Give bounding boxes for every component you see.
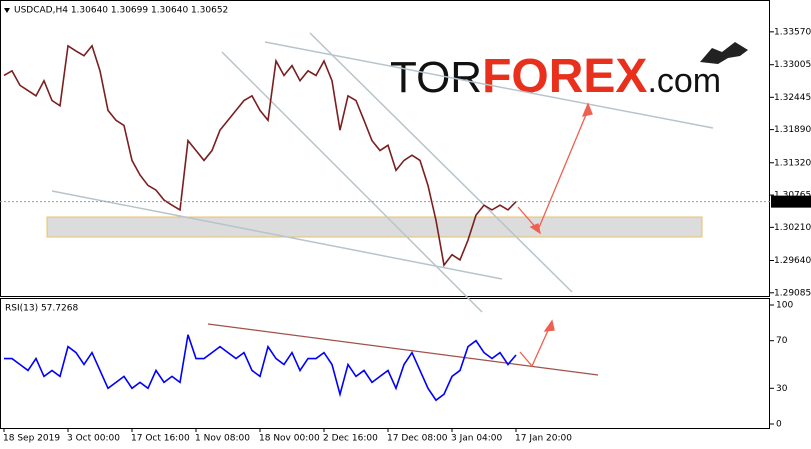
rsi-trend-line (207, 323, 599, 376)
arrow-head (581, 102, 593, 117)
y-tick-label: 1.29085 (774, 288, 811, 298)
x-tick-label: 17 Oct 16:00 (131, 434, 190, 444)
y-tick-label: 1.30765 (774, 191, 811, 201)
watermark-forex: FOREX (482, 50, 647, 103)
arrow-head (529, 223, 541, 235)
diagonal-line (309, 32, 573, 293)
rsi-panel (0, 298, 770, 429)
rsi-tick-label: 30 (776, 384, 788, 394)
trend-lines (51, 32, 714, 313)
rsi-forecast-arrow (519, 325, 551, 368)
forecast-arrow (517, 109, 589, 232)
price-panel (0, 0, 770, 297)
y-tick-label: 1.31890 (774, 125, 811, 135)
rsi-tick-label: 70 (776, 336, 788, 346)
y-tick-label: 1.31320 (774, 158, 811, 168)
rsi-tick-label: 100 (776, 301, 793, 311)
collapse-icon (4, 8, 10, 13)
y-tick-label: 1.33570 (774, 27, 811, 37)
watermark-tor: TOR (390, 53, 482, 102)
channel-lower (51, 190, 503, 280)
rsi-line (4, 334, 517, 402)
price-line (3, 44, 517, 268)
rsi-tick-label: 0 (776, 420, 782, 430)
x-tick-label: 17 Jan 20:00 (515, 434, 572, 444)
y-tick-label: 1.29640 (774, 256, 811, 266)
diagonal-line (221, 51, 483, 313)
x-tick-label: 17 Dec 08:00 (387, 434, 448, 444)
y-tick-label: 1.32445 (774, 93, 811, 103)
chart-title: USDCAD,H4 1.30640 1.30699 1.30640 1.3065… (14, 6, 228, 16)
last-price-label: 1.30652 (773, 197, 810, 207)
watermark: TORFOREX.com (390, 50, 721, 103)
x-tick-label: 3 Jan 04:00 (451, 434, 503, 444)
x-tick-label: 1 Nov 08:00 (195, 434, 250, 444)
forecast-arrows (517, 102, 593, 368)
y-tick-label: 1.33005 (774, 60, 811, 70)
support-zone (46, 216, 703, 238)
bull-logo (700, 42, 748, 64)
x-tick-label: 18 Sep 2019 (3, 434, 60, 444)
watermark-com: .com (647, 62, 721, 100)
last-price-box (771, 195, 811, 208)
x-tick-label: 3 Oct 00:00 (67, 434, 120, 444)
rsi-title: RSI(13) 57.7268 (5, 304, 78, 314)
x-tick-label: 2 Dec 16:00 (323, 434, 378, 444)
arrow-head (543, 319, 555, 332)
x-tick-label: 18 Nov 00:00 (259, 434, 320, 444)
channel-upper (264, 41, 714, 129)
y-tick-label: 1.30210 (774, 223, 811, 233)
